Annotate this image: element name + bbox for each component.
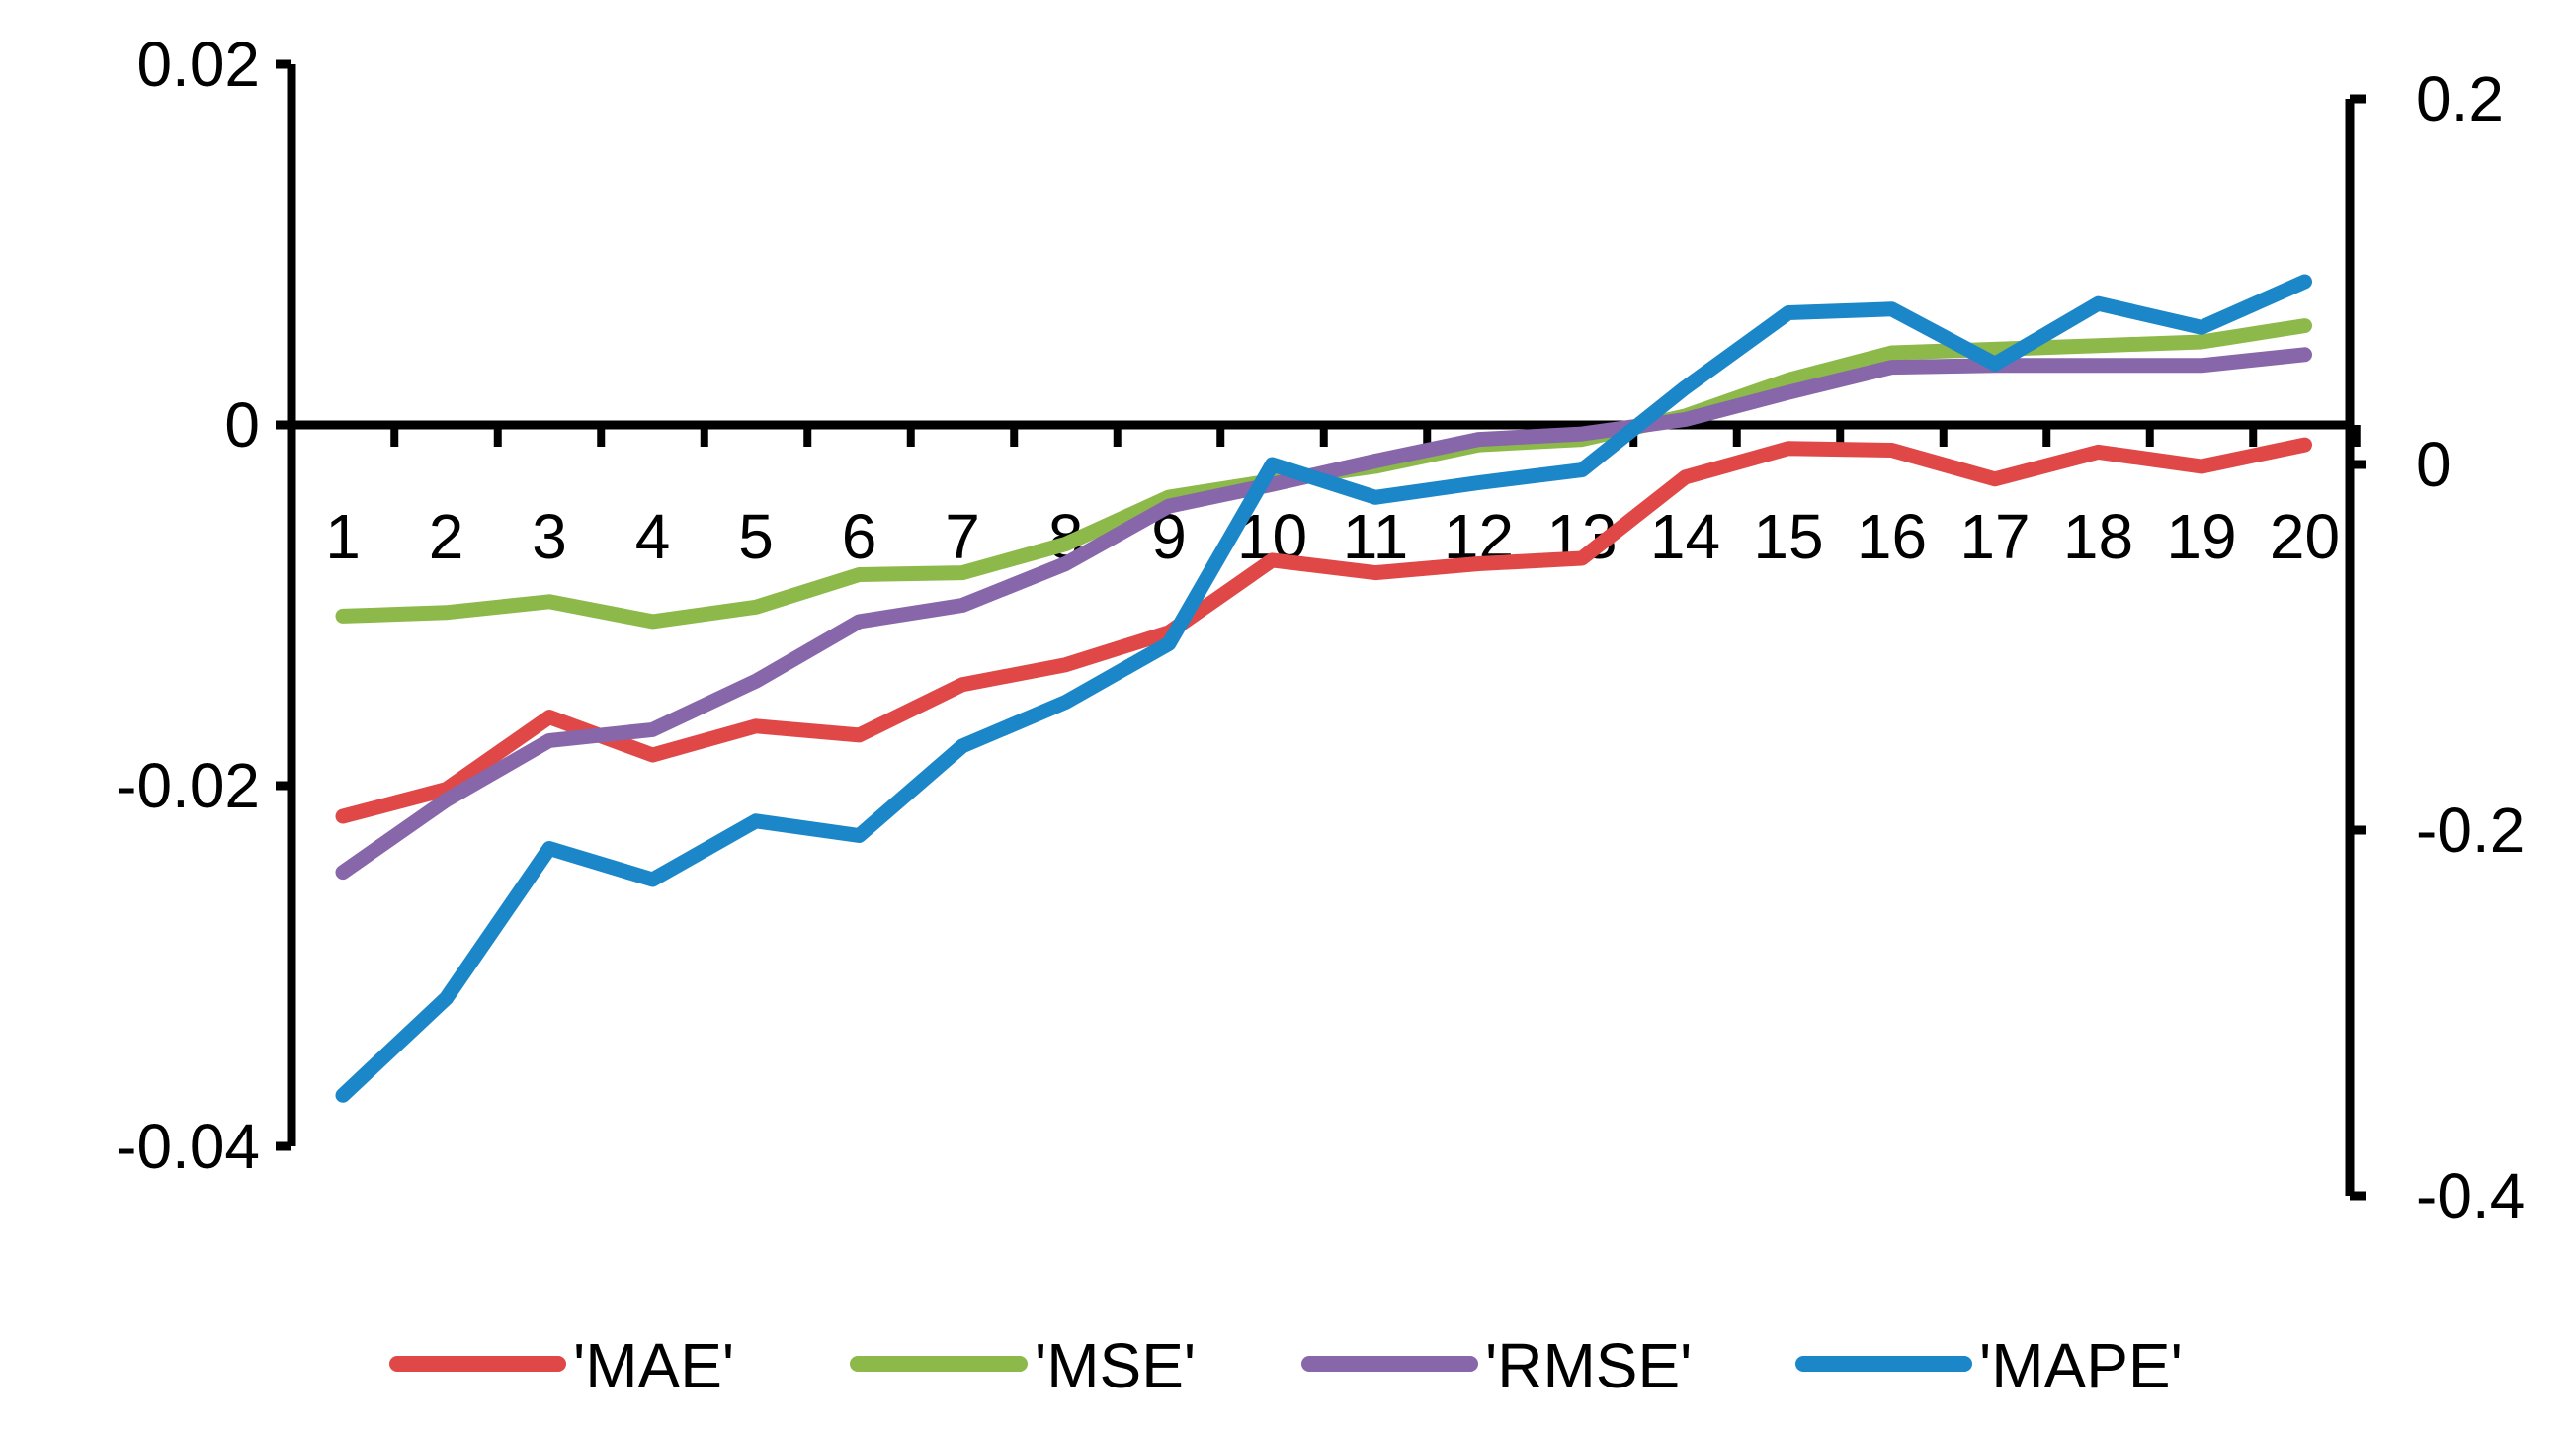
legend-label-mape: 'MAPE' [1979,1330,2183,1401]
right-tick-label: -0.2 [2416,795,2525,866]
x-tick-label: 6 [842,501,877,572]
x-tick-label: 16 [1857,501,1927,572]
x-tick-label: 19 [2166,501,2236,572]
x-tick-label: 18 [2063,501,2133,572]
series-line-rmse [335,347,2312,881]
left-tick-label: 0 [224,389,260,461]
x-tick-label: 11 [1343,501,1408,572]
x-tick-label: 1 [325,501,361,572]
left-tick-label: -0.04 [116,1111,260,1182]
axes: 0.020-0.02-0.040.20-0.2-0.41 2 3 4 5 6 7 8 9 10 11… [116,29,2525,1231]
right-tick-label: 0 [2416,429,2451,500]
legend-label-mse: 'MSE' [1035,1330,1196,1401]
x-tick-label: 15 [1753,501,1823,572]
x-tick-label: 20 [2270,501,2340,572]
x-tick-label: 2 [429,501,464,572]
series-lines [335,274,2312,1103]
x-tick-label: 3 [532,501,567,572]
left-tick-label: 0.02 [136,29,260,100]
right-tick-label: -0.4 [2416,1160,2525,1231]
legend-label-rmse: 'RMSE' [1485,1330,1692,1401]
x-tick-label: 17 [1959,501,2030,572]
right-tick-label: 0.2 [2416,63,2504,134]
series-line-mape [335,274,2312,1103]
series-line-mae [335,437,2312,824]
left-tick-label: -0.02 [116,750,260,821]
legend: 'MAE' 'MSE' 'RMSE' 'MAPE' [389,1330,2183,1401]
x-tick-label: 5 [738,501,774,572]
x-tick-label: 14 [1650,501,1720,572]
x-tick-label: 7 [945,501,980,572]
legend-label-mae: 'MAE' [573,1330,734,1401]
x-tick-label: 4 [635,501,671,572]
